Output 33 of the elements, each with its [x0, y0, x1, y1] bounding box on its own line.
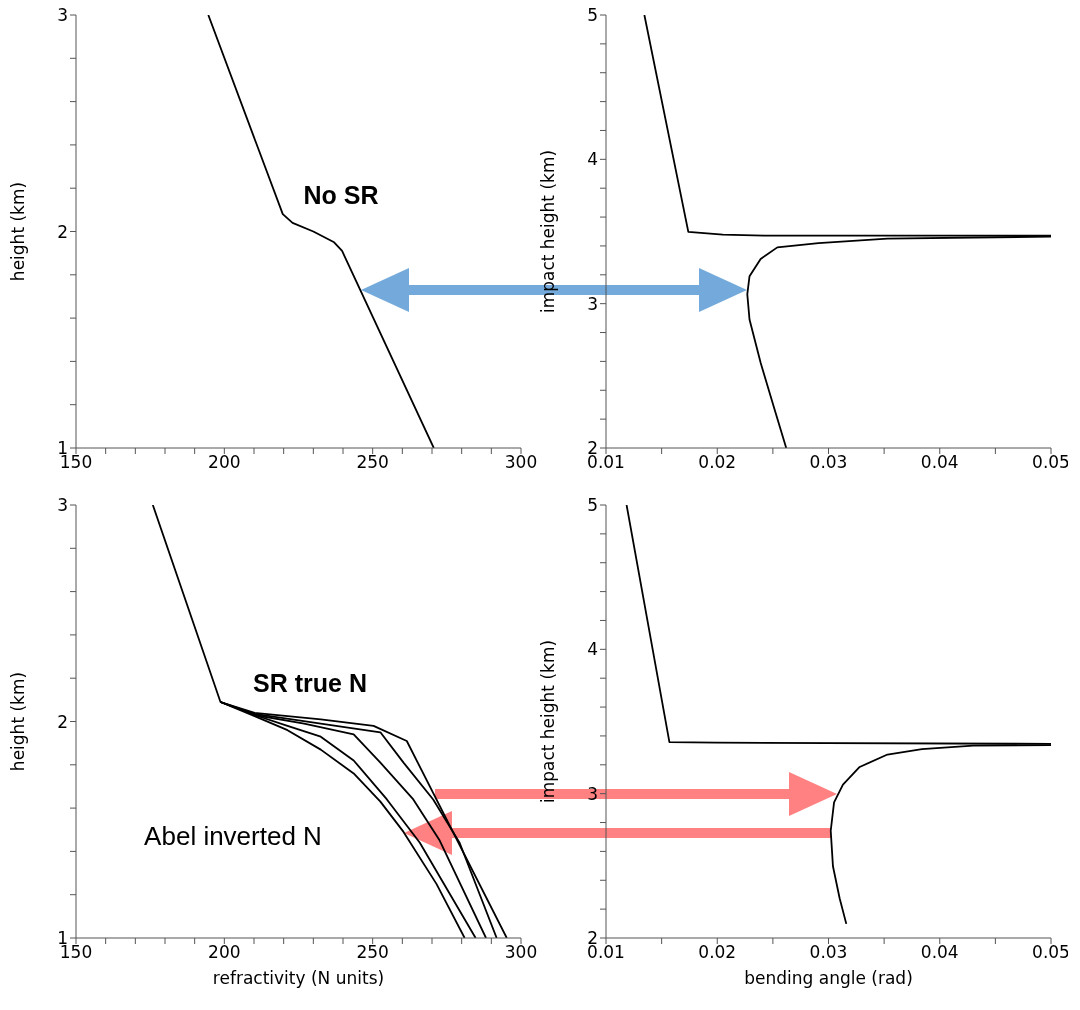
y-axis-title: impact height (km)	[538, 639, 559, 804]
x-tick-label: 0.04	[920, 942, 959, 963]
y-axis-title: height (km)	[8, 671, 29, 772]
y-axis-title: impact height (km)	[538, 149, 559, 314]
x-tick-label: 0.05	[1032, 942, 1070, 963]
y-tick-label: 3	[57, 495, 68, 516]
y-tick-label: 3	[587, 783, 598, 804]
x-tick-label: 0.04	[920, 452, 959, 473]
annotation: SR true N	[253, 668, 367, 698]
y-tick-label: 5	[587, 5, 598, 26]
x-tick-label: 0.02	[698, 452, 737, 473]
x-tick-label: 0.03	[809, 452, 848, 473]
y-tick-label: 5	[587, 495, 598, 516]
x-tick-label: 0.05	[1032, 452, 1070, 473]
x-tick-label: 200	[208, 452, 241, 473]
x-tick-label: 0.03	[809, 942, 848, 963]
y-tick-label: 4	[587, 149, 598, 170]
y-tick-label: 2	[57, 711, 68, 732]
x-tick-label: 300	[504, 942, 538, 963]
annotation: No SR	[303, 180, 379, 210]
x-tick-label: 250	[356, 452, 389, 473]
y-tick-label: 4	[587, 639, 598, 660]
y-tick-label: 3	[57, 5, 68, 26]
y-tick-label: 2	[57, 221, 68, 242]
x-tick-label: 300	[504, 452, 538, 473]
x-tick-label: 250	[356, 942, 389, 963]
x-tick-label: 0.02	[698, 942, 737, 963]
x-axis-title: bending angle (rad)	[744, 968, 913, 988]
annotation: Abel inverted N	[144, 820, 322, 852]
x-tick-label: 200	[208, 942, 241, 963]
y-axis-title: height (km)	[8, 181, 29, 282]
y-tick-label: 3	[587, 293, 598, 314]
x-axis-title: refractivity (N units)	[212, 968, 385, 988]
